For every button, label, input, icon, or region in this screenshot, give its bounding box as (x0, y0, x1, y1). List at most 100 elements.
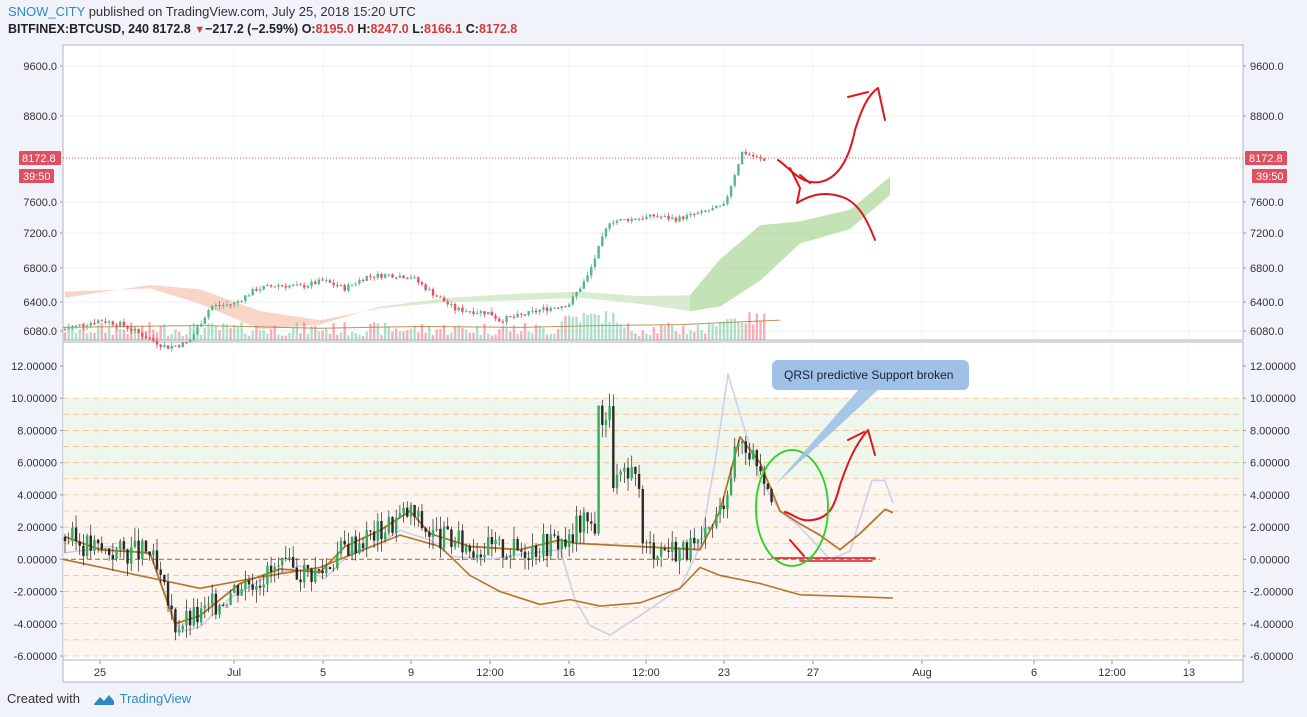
cloud-bearish (65, 285, 380, 330)
volume-bar (383, 322, 387, 340)
candle-body (501, 321, 505, 323)
candle-body (398, 275, 402, 278)
qrsi-candle-body (148, 551, 151, 556)
volume-bar (306, 333, 310, 340)
volume-bar (652, 327, 655, 340)
volume-bar (608, 322, 611, 340)
price-ma-line (62, 319, 781, 329)
candle-body (144, 336, 148, 339)
user-drawings[interactable] (755, 87, 886, 567)
volume-bar (556, 329, 560, 340)
qrsi-candle-body (641, 488, 644, 544)
candle-body (361, 279, 365, 281)
volume-bar (715, 325, 718, 340)
candle-body (310, 281, 313, 286)
candle-body (119, 321, 122, 326)
countdown-tag-left-text: 39:50 (23, 171, 51, 183)
volume-bar (729, 319, 733, 340)
qrsi-candle-body (122, 541, 126, 550)
candle-body (233, 302, 236, 305)
volume-bar (755, 313, 759, 340)
volume-bars (63, 311, 766, 340)
candle-body (199, 324, 203, 327)
qrsi-candle-body (258, 585, 262, 588)
candle-body (122, 321, 126, 326)
volume-bar (398, 331, 402, 340)
candle-body (380, 273, 383, 278)
volume-bar (211, 323, 214, 340)
candle-body (483, 311, 486, 315)
x-tick-label: 12:00 (1098, 667, 1126, 679)
volume-bar (431, 335, 435, 340)
symbol-label: BITFINEX:BTCUSD, 240 (8, 22, 149, 36)
candle-body (417, 277, 420, 283)
qrsi-candle-body (755, 450, 759, 467)
volume-bar (303, 322, 306, 340)
volume-bar (93, 332, 96, 340)
qrsi-candle-body (343, 540, 346, 545)
candle-body (431, 289, 435, 296)
qrsi-candle-body (262, 584, 265, 588)
qrsi-candle-body (586, 512, 589, 522)
volume-bar (325, 328, 328, 340)
qrsi-tick-right: 4.00000 (1250, 490, 1290, 502)
candle-body (284, 285, 287, 288)
close-value: 8172.8 (478, 22, 518, 36)
candle-body (538, 309, 541, 313)
candle-body (181, 342, 184, 348)
volume-bar (571, 316, 575, 340)
candle-body (395, 277, 398, 279)
drawing-support-line (771, 557, 876, 562)
author-link[interactable]: SNOW_CITY (8, 4, 86, 19)
volume-bar (553, 333, 556, 340)
volume-bar (207, 323, 210, 340)
qrsi-candle-body (225, 604, 229, 606)
qrsi-candle-body (192, 606, 195, 626)
candle-body (542, 307, 545, 310)
qrsi-candle-body (321, 570, 324, 574)
tradingview-link[interactable]: TradingView (119, 691, 192, 706)
qrsi-candle-body (347, 544, 350, 556)
volume-bar (273, 325, 276, 340)
qrsi-candle-body (93, 539, 96, 551)
qrsi-candle-body (475, 554, 479, 558)
drawing-tick-2 (799, 174, 811, 184)
qrsi-candle-body (770, 488, 773, 503)
qrsi-candle-body (159, 569, 162, 576)
volume-bar (648, 335, 652, 340)
volume-bar (409, 328, 413, 340)
candle-body (755, 156, 759, 158)
qrsi-candle-body (556, 535, 560, 550)
volume-bar (163, 324, 166, 340)
qrsi-candle-body (766, 483, 770, 489)
price-tick-right: 6800.0 (1250, 263, 1284, 275)
candle-body (733, 175, 736, 186)
candle-body (130, 328, 133, 331)
callout-box[interactable] (772, 360, 969, 390)
volume-bar (586, 314, 589, 340)
qrsi-candle-body (759, 466, 762, 472)
footer: Created with TradingView (7, 691, 191, 707)
chart-canvas[interactable]: 9600.0 9600.0 8800.0 8800.0 7600.0 7600.0 7200… (0, 40, 1307, 688)
volume-bar (461, 327, 464, 340)
volume-bar (626, 323, 630, 340)
last-price-tag-right (1245, 151, 1287, 165)
volume-bar (483, 323, 486, 340)
x-tick-label: Aug (912, 667, 932, 679)
candle-body (365, 275, 368, 281)
candle-body (472, 311, 475, 314)
volume-bar (604, 311, 608, 340)
candle-body (567, 304, 571, 307)
candle-body (266, 285, 269, 287)
candle-body (740, 151, 744, 165)
qrsi-candle-body (575, 515, 578, 543)
qrsi-candle-body (593, 523, 597, 534)
candle-body (424, 284, 427, 290)
volume-bar (258, 330, 262, 340)
qrsi-candle-body (255, 585, 258, 590)
candle-body (229, 304, 232, 306)
qrsi-candle-body (166, 582, 170, 606)
volume-bar (693, 331, 696, 340)
volume-bar (310, 326, 313, 340)
price-pane[interactable] (62, 44, 1244, 341)
